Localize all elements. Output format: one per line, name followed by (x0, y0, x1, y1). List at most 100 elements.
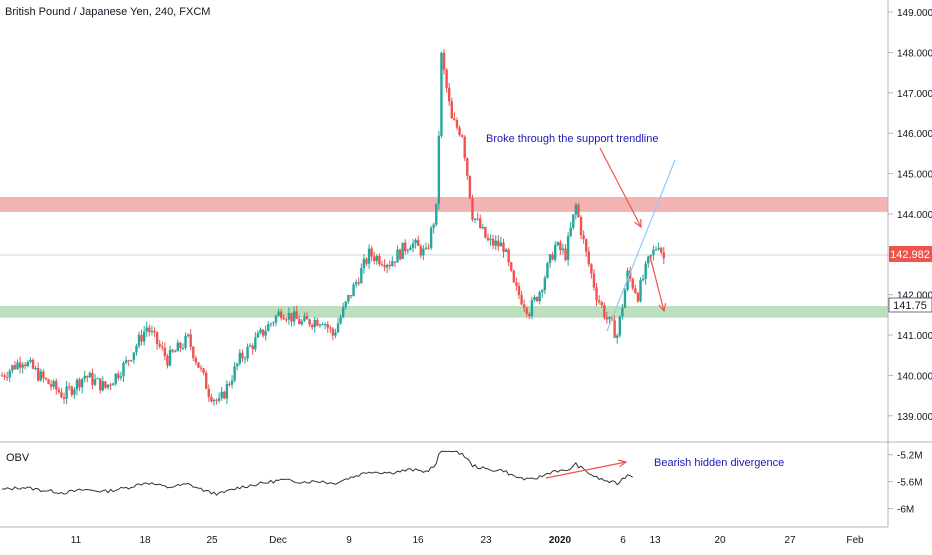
candle-body (70, 387, 73, 395)
candle-body (65, 386, 68, 399)
candle-body (582, 235, 585, 240)
candle-body (572, 214, 575, 228)
candle-body (385, 264, 389, 268)
time-tick-label: 20 (714, 535, 726, 546)
divergence-arrow-head (618, 459, 628, 468)
support-trendline[interactable] (606, 159, 676, 332)
candle-body (8, 370, 11, 378)
candle-body (494, 240, 497, 246)
candle-body (344, 301, 348, 307)
price-tick-label: 147.000 (897, 89, 932, 100)
candle-body (241, 352, 244, 359)
candle-body (383, 265, 386, 268)
time-tick-label: Dec (269, 535, 287, 546)
candle-body (406, 250, 410, 252)
price-tick-label: 140.000 (897, 371, 932, 382)
candle-body (199, 367, 203, 369)
candle-body (166, 356, 169, 366)
time-tick-label: 13 (649, 535, 661, 546)
candle-body (435, 203, 438, 225)
current-price-badge: 142.982 (889, 246, 932, 262)
candle-body (471, 198, 474, 220)
candle-body (217, 398, 221, 401)
candle-body (215, 399, 218, 401)
candle-body (83, 376, 86, 379)
candle-body (388, 264, 391, 267)
candle-body (225, 383, 229, 399)
candle-body (522, 304, 526, 308)
candle-body (127, 360, 130, 362)
candle-body (93, 379, 97, 385)
candle-body (272, 322, 275, 324)
candle-body (176, 342, 179, 352)
candle-body (587, 251, 590, 265)
candle-body (440, 52, 443, 136)
candle-body (49, 384, 53, 387)
candle-body (168, 349, 172, 366)
candle-body (442, 52, 446, 70)
candle-body (334, 332, 337, 336)
price-tick-label: 146.000 (897, 129, 932, 140)
candle-body (592, 273, 596, 288)
candle-body (559, 242, 562, 251)
candle-body (489, 238, 492, 241)
candle-body (564, 248, 567, 260)
candle-body (62, 397, 66, 399)
candle-body (106, 384, 110, 388)
candle-body (42, 371, 45, 378)
candle-body (47, 379, 50, 385)
candle-body (44, 377, 48, 380)
candle-body (261, 329, 265, 336)
time-axis[interactable]: 11 18 25 Dec 9 16 23 2020 6 13 20 27 Feb (71, 535, 864, 546)
candle-body (652, 249, 655, 255)
candle-body (373, 256, 376, 261)
candle-body (173, 351, 177, 353)
candle-body (437, 135, 441, 204)
candle-body (73, 389, 76, 395)
trendline-break-arrow[interactable] (599, 147, 642, 228)
candle-body (497, 240, 500, 247)
projection-arrow[interactable] (649, 255, 665, 312)
candle-body (171, 349, 174, 352)
candle-body (450, 101, 453, 119)
price-axis[interactable]: 139.000140.000141.000142.000143.000144.0… (888, 8, 932, 423)
candle-body (561, 248, 565, 251)
candle-body (647, 256, 650, 264)
candle-body (267, 324, 270, 332)
candle-body (538, 292, 541, 301)
candle-body (16, 362, 19, 370)
candle-body (259, 329, 262, 333)
candle-body (192, 346, 195, 359)
candle-body (491, 238, 495, 246)
candle-body (331, 328, 335, 336)
candle-body (515, 282, 518, 286)
candle-body (427, 247, 430, 249)
divergence-arrow[interactable] (545, 461, 627, 479)
candle-body (342, 306, 345, 317)
candle-body (644, 263, 647, 279)
candle-body (530, 300, 534, 317)
candle-body (75, 379, 79, 390)
candle-body (352, 284, 355, 297)
candle-body (585, 239, 588, 252)
candle-body (220, 391, 223, 399)
candle-body (238, 352, 242, 364)
candle-body (479, 218, 482, 229)
candle-body (533, 296, 536, 301)
candle-body (137, 334, 141, 346)
trendline-break-annotation: Broke through the support trendline (486, 133, 658, 145)
candle-body (551, 254, 554, 260)
candle-body (207, 388, 210, 397)
candle-body (603, 305, 606, 318)
candle-body (548, 254, 552, 264)
candle-body (468, 175, 472, 199)
candle-body (502, 242, 505, 252)
candle-body (179, 342, 182, 349)
candle-body (600, 302, 603, 306)
candle-body (541, 290, 544, 293)
candle-body (132, 352, 136, 361)
candle-body (290, 312, 293, 322)
candle-body (96, 378, 99, 380)
candle-body (631, 278, 634, 289)
projection-arrow-head (658, 303, 667, 313)
